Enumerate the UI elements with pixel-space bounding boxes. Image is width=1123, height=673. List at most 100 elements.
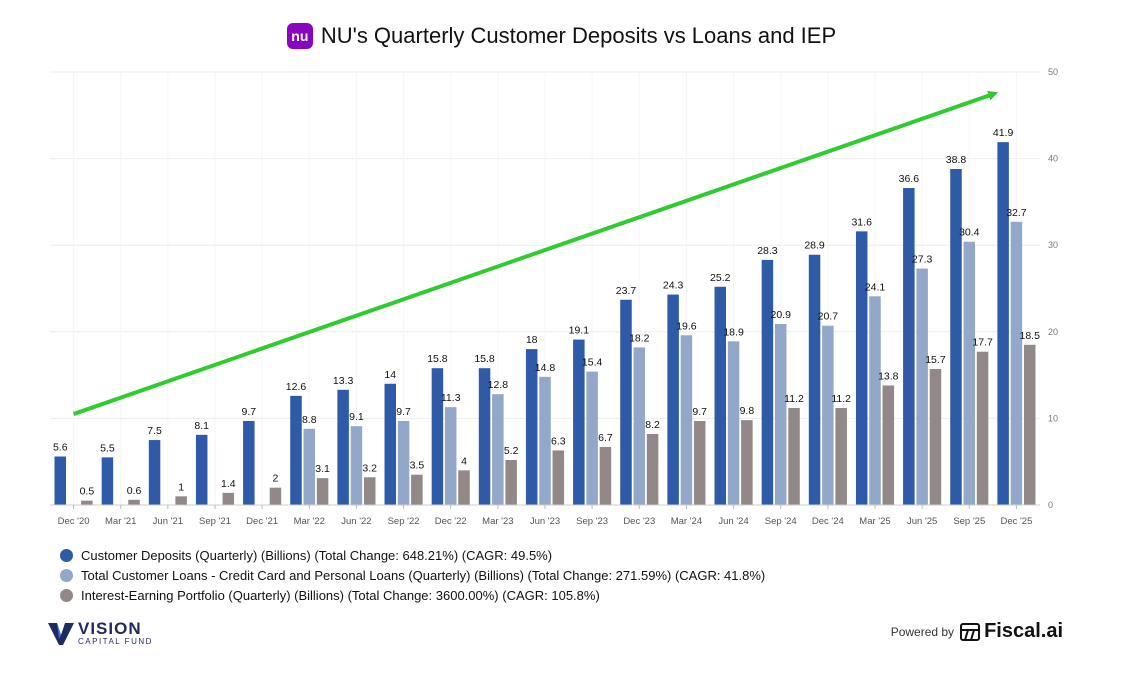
bar-iep[interactable] [458,470,470,505]
bar-deposits[interactable] [620,299,632,505]
bar-loans[interactable] [1010,221,1023,505]
powered-by[interactable]: Powered by Fiscal.ai [891,620,1063,643]
data-label-deposits: 36.6 [899,173,920,185]
bar-loans[interactable] [303,428,316,505]
data-label-iep: 0.6 [127,485,142,497]
data-label-deposits: 13.3 [333,375,354,387]
bar-loans[interactable] [539,376,551,505]
bar-loans[interactable] [963,241,976,505]
x-tick-label: Sep '22 [388,516,420,527]
bar-loans[interactable] [774,324,787,505]
y-tick-label: 10 [1048,413,1058,423]
bar-iep[interactable] [505,459,517,505]
legend-item-loans[interactable]: Total Customer Loans - Credit Card and P… [60,565,765,585]
bar-iep[interactable] [741,420,753,505]
bar-deposits[interactable] [478,368,491,505]
data-label-iep: 1.4 [221,478,236,490]
bar-deposits[interactable] [148,440,161,505]
bar-deposits[interactable] [384,383,397,505]
data-label-iep: 17.7 [972,337,993,349]
bar-iep[interactable] [316,478,329,505]
bar-deposits[interactable] [761,259,774,505]
bar-deposits[interactable] [573,339,585,505]
chart-title: NU's Quarterly Customer Deposits vs Loan… [320,23,837,48]
bar-iep[interactable] [976,351,989,505]
bar-deposits[interactable] [997,142,1009,505]
vision-capital-logo: VISION CAPITAL FUND [48,620,153,647]
bar-deposits[interactable] [431,368,444,505]
bar-iep[interactable] [599,446,612,505]
bar-iep[interactable] [552,450,565,505]
data-label-iep: 9.7 [692,406,707,418]
bar-loans[interactable] [586,371,598,505]
bar-deposits[interactable] [667,294,679,505]
bar-iep[interactable] [1023,344,1036,505]
bar-deposits[interactable] [855,231,868,505]
bar-loans[interactable] [444,407,457,505]
x-tick-label: Dec '24 [812,516,844,527]
legend-item-iep[interactable]: Interest-Earning Portfolio (Quarterly) (… [60,585,765,605]
data-label-loans: 20.7 [818,311,839,323]
x-tick-label: Mar '21 [105,516,136,527]
data-label-deposits: 19.1 [569,325,590,337]
bar-iep[interactable] [363,477,376,505]
x-tick-label: Jun '21 [153,516,183,527]
bar-loans[interactable] [350,426,363,505]
bar-deposits[interactable] [808,254,821,505]
bar-loans[interactable] [869,296,881,505]
bar-loans[interactable] [727,341,740,505]
x-tick-label: Mar '23 [482,516,513,527]
data-label-iep: 13.8 [878,370,899,382]
bar-iep[interactable] [81,500,93,505]
bar-deposits[interactable] [101,457,114,505]
bar-loans[interactable] [397,420,410,505]
bar-iep[interactable] [882,385,895,505]
data-label-deposits: 9.7 [242,406,257,418]
bar-loans[interactable] [633,347,646,505]
bar-loans[interactable] [916,268,928,505]
bar-deposits[interactable] [54,456,67,505]
bar-loans[interactable] [492,394,504,505]
x-tick-label: Dec '21 [246,516,278,527]
data-label-deposits: 23.7 [616,285,637,297]
bar-iep[interactable] [693,420,706,505]
data-label-iep: 15.7 [925,354,946,366]
bar-deposits[interactable] [290,395,302,505]
bar-iep[interactable] [222,492,235,505]
data-label-loans: 11.3 [441,392,461,404]
bar-deposits[interactable] [525,349,538,505]
bar-deposits[interactable] [337,389,349,505]
x-tick-label: Dec '23 [623,516,655,527]
vision-name: VISION [78,619,142,638]
bar-iep[interactable] [269,487,282,505]
bar-deposits[interactable] [950,168,962,505]
x-tick-label: Sep '25 [953,516,985,527]
legend-dot-loans [60,568,73,582]
x-tick-label: Jun '24 [718,516,748,527]
bar-deposits[interactable] [903,188,915,505]
bar-iep[interactable] [929,369,942,505]
data-label-iep: 9.8 [740,405,755,417]
data-label-deposits: 24.3 [663,280,684,292]
vision-v-icon [48,622,74,645]
bar-deposits[interactable] [714,286,727,505]
bar-loans[interactable] [680,335,693,505]
legend-item-deposits[interactable]: Customer Deposits (Quarterly) (Billions)… [60,545,765,565]
bar-chart: 5.6 0.5 5.5 0.6 7.5 1 8.1 1.4 9.7 2 12.6 8.8 3.1 13.3… [50,67,1058,527]
bar-iep[interactable] [835,408,847,505]
legend-dot-deposits [60,548,73,562]
chart-title-row: nu NU's Quarterly Customer Deposits vs L… [0,18,1123,54]
powered-by-label: Powered by [890,624,955,639]
bar-iep[interactable] [788,408,800,505]
bar-iep[interactable] [646,433,659,505]
bar-loans[interactable] [822,325,834,505]
bar-iep[interactable] [128,499,140,505]
data-label-deposits: 38.8 [946,154,967,166]
bar-deposits[interactable] [243,420,255,505]
bar-iep[interactable] [175,496,187,505]
data-label-iep: 11.2 [784,393,804,405]
x-tick-label: Jun '25 [907,516,937,527]
bar-iep[interactable] [411,474,423,505]
data-label-deposits: 12.6 [286,381,307,393]
bar-deposits[interactable] [195,434,208,505]
